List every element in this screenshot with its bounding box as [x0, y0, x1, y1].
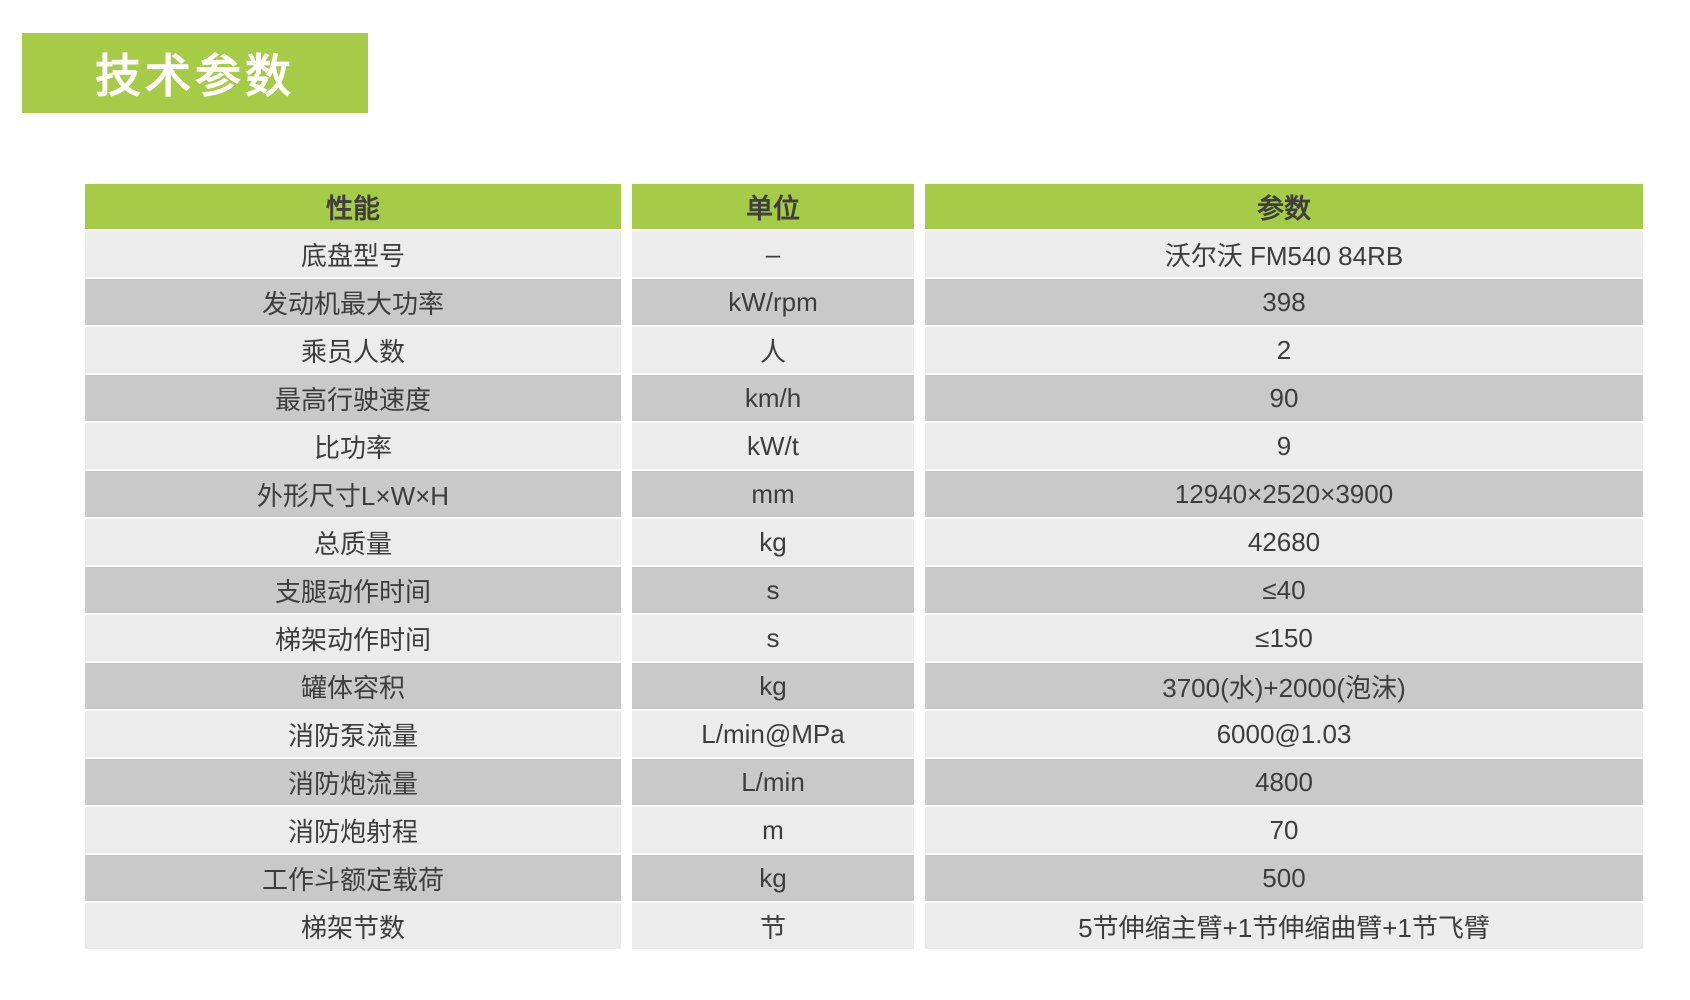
row-unit: kg	[632, 519, 914, 565]
row-label: 外形尺寸L×W×H	[85, 471, 621, 517]
row-value: 500	[925, 855, 1643, 901]
row-unit: L/min@MPa	[632, 711, 914, 757]
row-label: 最高行驶速度	[85, 375, 621, 421]
row-label: 梯架动作时间	[85, 615, 621, 661]
row-unit: kW/rpm	[632, 279, 914, 325]
row-unit: s	[632, 567, 914, 613]
row-unit: s	[632, 615, 914, 661]
row-value: 6000@1.03	[925, 711, 1643, 757]
row-unit: 人	[632, 327, 914, 373]
row-label: 消防炮流量	[85, 759, 621, 805]
row-value: 4800	[925, 759, 1643, 805]
column-header-parameter: 参数	[925, 184, 1643, 229]
page-title: 技术参数	[95, 50, 295, 102]
spec-table: 性能 单位 参数 底盘型号 – 沃尔沃 FM540 84RB 发动机最大功率 k…	[85, 184, 1643, 949]
row-unit: km/h	[632, 375, 914, 421]
row-label: 消防泵流量	[85, 711, 621, 757]
row-value: ≤150	[925, 615, 1643, 661]
row-value: ≤40	[925, 567, 1643, 613]
column-header-performance: 性能	[85, 184, 621, 229]
row-unit: kg	[632, 663, 914, 709]
row-label: 梯架节数	[85, 903, 621, 949]
row-unit: L/min	[632, 759, 914, 805]
row-value: 9	[925, 423, 1643, 469]
row-label: 比功率	[85, 423, 621, 469]
row-label: 底盘型号	[85, 231, 621, 277]
row-unit: mm	[632, 471, 914, 517]
row-value: 5节伸缩主臂+1节伸缩曲臂+1节飞臂	[925, 903, 1643, 949]
row-value: 2	[925, 327, 1643, 373]
row-label: 罐体容积	[85, 663, 621, 709]
row-unit: m	[632, 807, 914, 853]
row-label: 乘员人数	[85, 327, 621, 373]
row-value: 42680	[925, 519, 1643, 565]
row-unit: –	[632, 231, 914, 277]
row-label: 发动机最大功率	[85, 279, 621, 325]
row-label: 总质量	[85, 519, 621, 565]
row-value: 3700(水)+2000(泡沫)	[925, 663, 1643, 709]
row-value: 12940×2520×3900	[925, 471, 1643, 517]
row-unit: kg	[632, 855, 914, 901]
row-value: 70	[925, 807, 1643, 853]
row-unit: 节	[632, 903, 914, 949]
title-badge: 技术参数	[22, 33, 368, 113]
row-unit: kW/t	[632, 423, 914, 469]
row-value: 沃尔沃 FM540 84RB	[925, 231, 1643, 277]
row-value: 398	[925, 279, 1643, 325]
row-value: 90	[925, 375, 1643, 421]
column-header-unit: 单位	[632, 184, 914, 229]
row-label: 消防炮射程	[85, 807, 621, 853]
row-label: 工作斗额定载荷	[85, 855, 621, 901]
row-label: 支腿动作时间	[85, 567, 621, 613]
